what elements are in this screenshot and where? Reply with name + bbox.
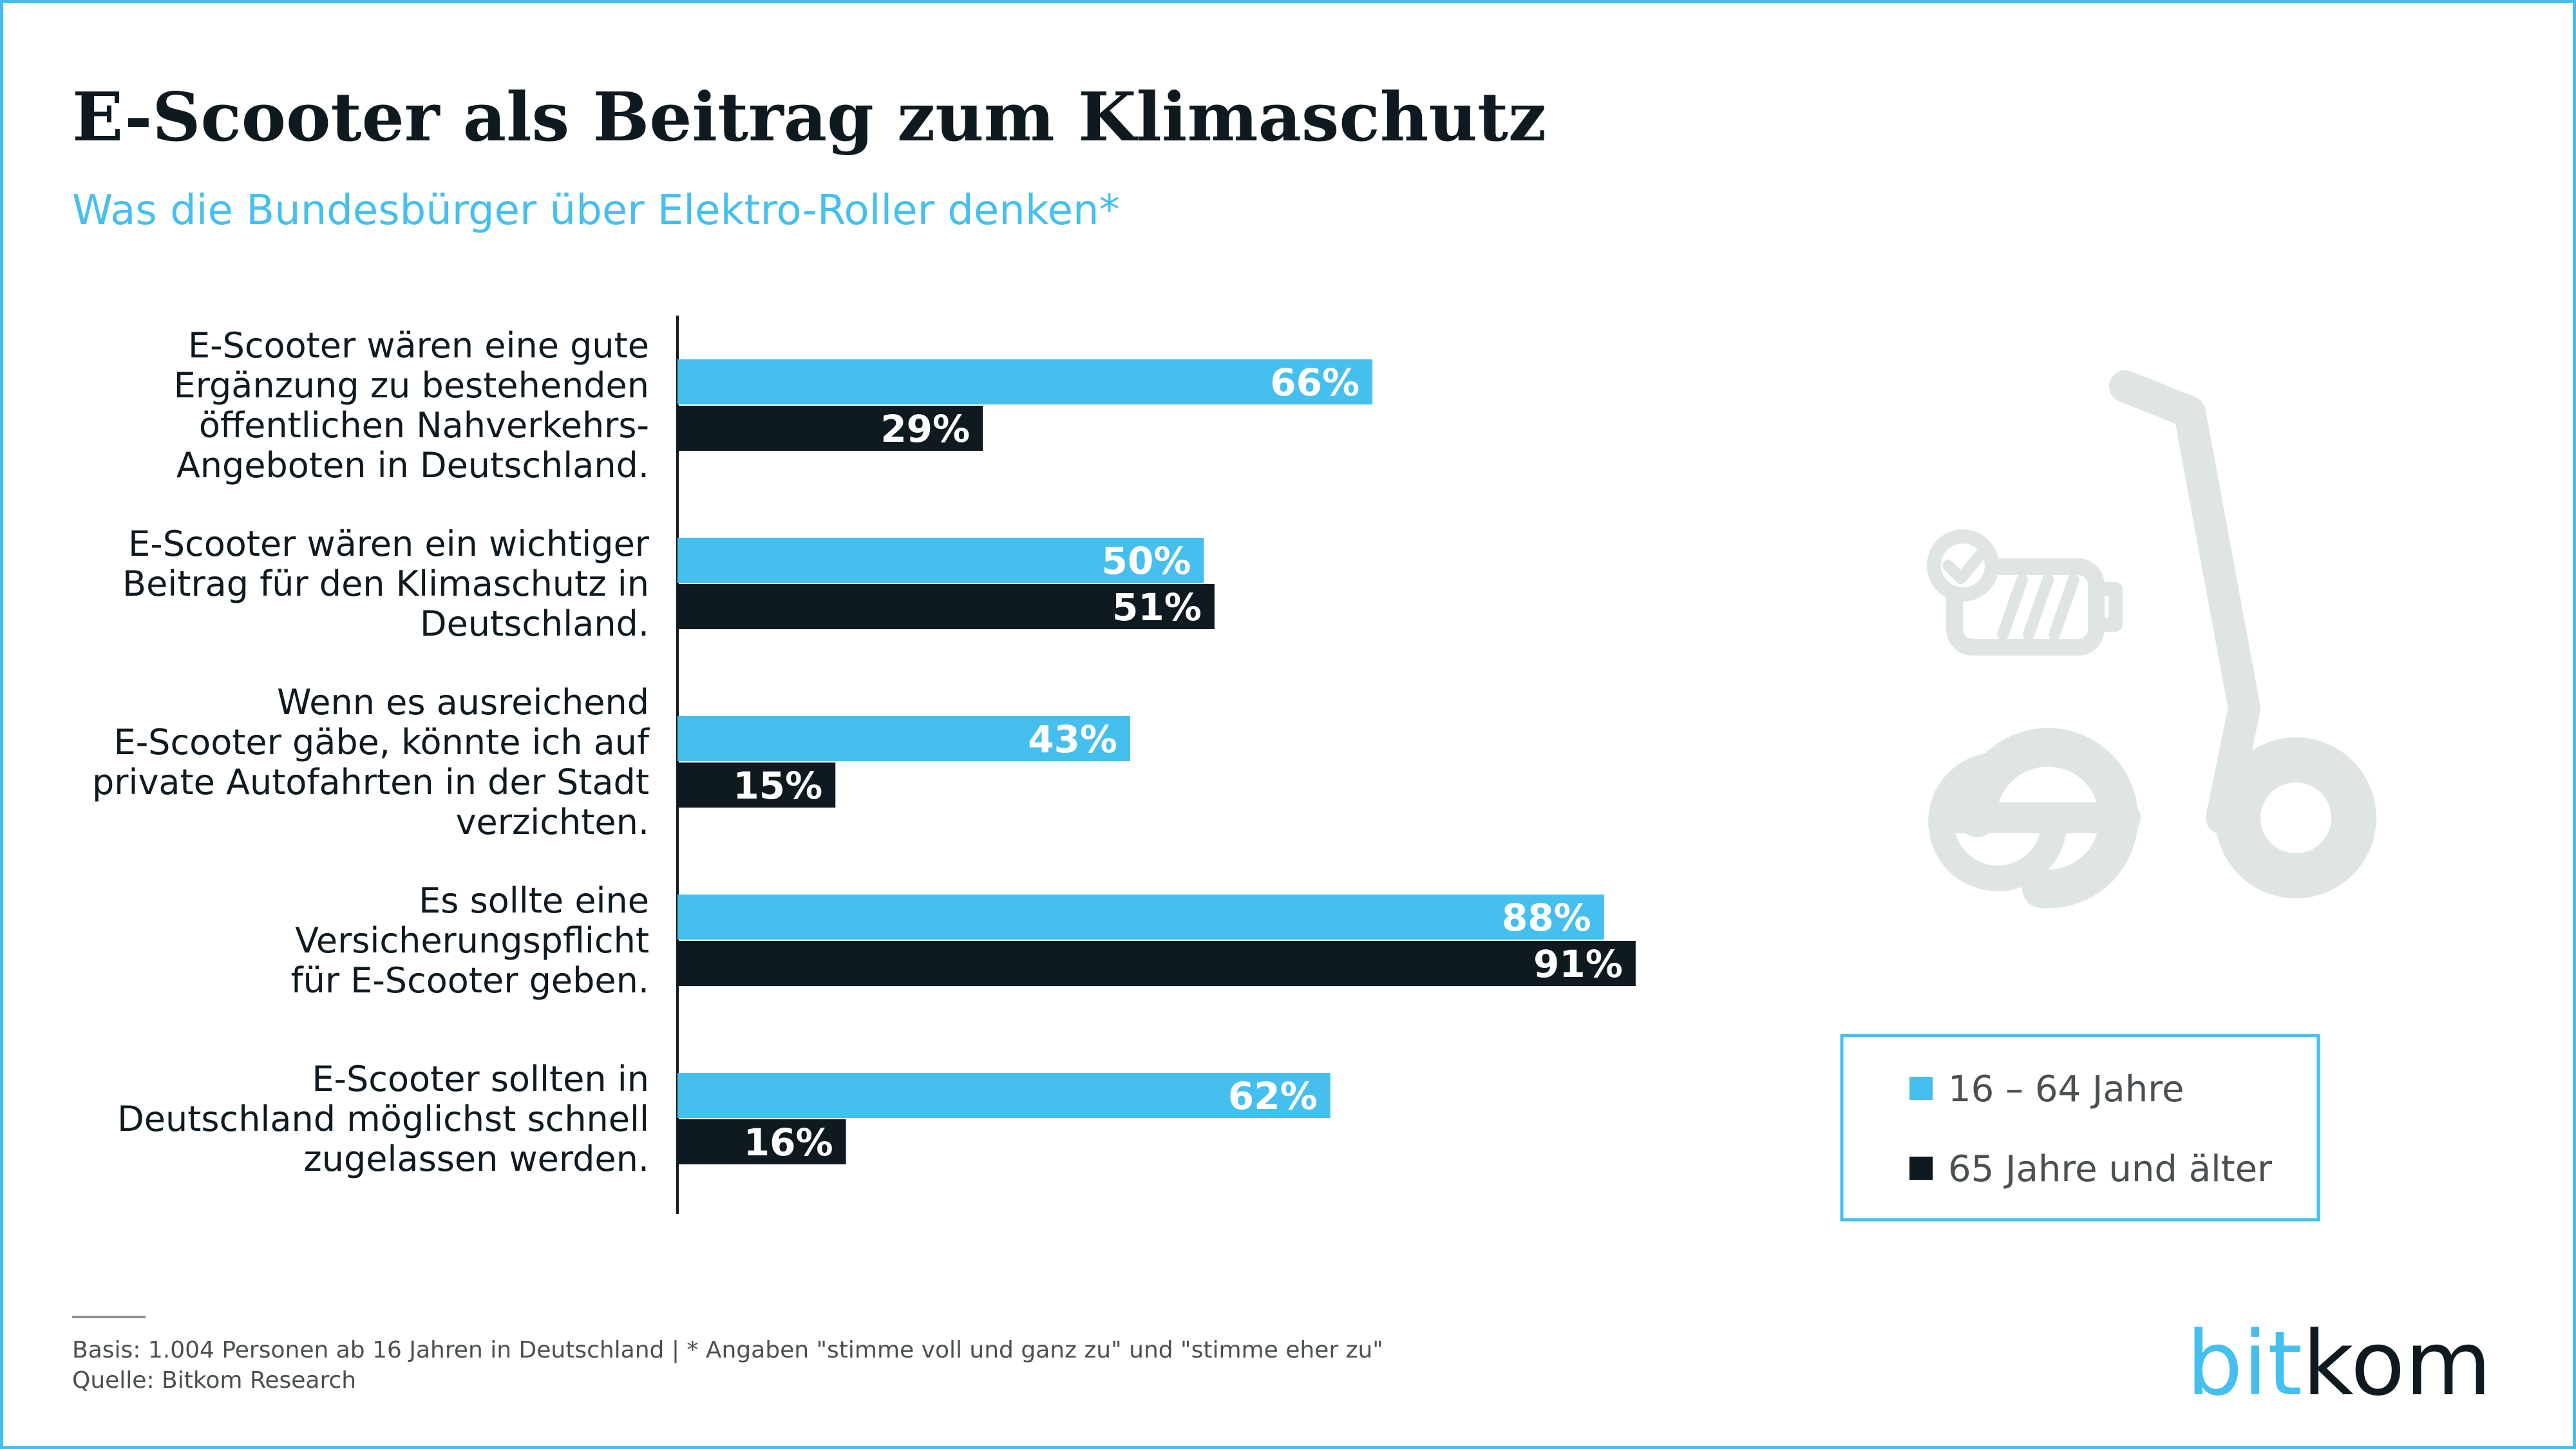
legend-label-65-plus: 65 Jahre und älter bbox=[1948, 1148, 2273, 1190]
bar-16-64 bbox=[677, 716, 1131, 761]
legend-swatch-65-plus bbox=[1909, 1157, 1933, 1180]
footer-source: Quelle: Bitkom Research bbox=[72, 1367, 356, 1394]
category-label-line: E-Scooter wären ein wichtiger bbox=[128, 524, 650, 564]
legend-swatch-16-64 bbox=[1909, 1077, 1933, 1100]
bar-65-plus bbox=[677, 406, 983, 451]
category-label: Wenn es ausreichend E-Scooter gäbe, könnt… bbox=[92, 682, 650, 842]
footer-basis: Basis: 1.004 Personen ab 16 Jahren in De… bbox=[72, 1337, 1383, 1363]
bar-value-label: 91% bbox=[1533, 942, 1623, 986]
bar-value-label: 66% bbox=[1270, 361, 1359, 404]
chart-subtitle: Was die Bundesbürger über Elektro-Roller… bbox=[72, 187, 1120, 234]
bar-65-plus bbox=[677, 584, 1215, 629]
bar-65-plus bbox=[677, 1119, 846, 1164]
category-label-line: Versicherungspflicht bbox=[295, 920, 649, 961]
category-label: E-Scooter sollten in Deutschland möglichs… bbox=[117, 1059, 649, 1179]
bar-chart-area: E-Scooter wären eine gute Ergänzung zu be… bbox=[92, 316, 1636, 1214]
bar-65-plus bbox=[677, 941, 1636, 986]
category-label: E-Scooter wären eine gute Ergänzung zu be… bbox=[174, 325, 649, 486]
category-label-line: Deutschland. bbox=[420, 603, 649, 644]
category-label-line: private Autofahrten in der Stadt bbox=[92, 762, 649, 802]
logo-part-kom: kom bbox=[2302, 1312, 2492, 1416]
bar-value-label: 62% bbox=[1228, 1074, 1318, 1118]
bar-value-label: 51% bbox=[1112, 585, 1202, 629]
bar-value-label: 50% bbox=[1102, 539, 1191, 583]
category-label-line: verzichten. bbox=[456, 802, 649, 842]
category-label-line: E-Scooter wären eine gute bbox=[188, 325, 649, 366]
category-label-line: Es sollte eine bbox=[419, 880, 649, 921]
category-label-line: Ergänzung zu bestehenden bbox=[174, 365, 649, 406]
bitkom-logo: bitkom bbox=[2186, 1312, 2492, 1416]
bar-value-label: 15% bbox=[733, 764, 822, 808]
bar-value-label: 43% bbox=[1028, 717, 1117, 761]
category-label-line: Wenn es ausreichend bbox=[277, 682, 649, 723]
legend: 16 – 64 Jahre 65 Jahre und älter bbox=[1840, 1034, 2320, 1222]
category-label-line: für E-Scooter geben. bbox=[291, 960, 649, 1001]
bar-value-label: 88% bbox=[1502, 896, 1591, 940]
bar-16-64 bbox=[677, 359, 1373, 404]
category-label-line: E-Scooter gäbe, könnte ich auf bbox=[114, 722, 650, 762]
category-label: E-Scooter wären ein wichtiger Beitrag für… bbox=[122, 524, 650, 644]
logo-part-bit: bit bbox=[2186, 1312, 2302, 1416]
bar-16-64 bbox=[677, 1073, 1331, 1118]
bar-65-plus bbox=[677, 762, 836, 808]
category-label-line: Angeboten in Deutschland. bbox=[176, 445, 649, 486]
e-scooter-battery-icon bbox=[1927, 370, 2376, 909]
legend-label-16-64: 16 – 64 Jahre bbox=[1948, 1068, 2184, 1110]
category-label-line: E-Scooter sollten in bbox=[312, 1059, 649, 1099]
category-label: Es sollte eine Versicherungspflicht für E-… bbox=[291, 880, 649, 1001]
bar-16-64 bbox=[677, 895, 1604, 940]
chart-title: E-Scooter als Beitrag zum Klimaschutz bbox=[72, 77, 1546, 156]
legend-box bbox=[1840, 1034, 2320, 1222]
bar-value-label: 16% bbox=[744, 1121, 833, 1164]
bar-value-label: 29% bbox=[880, 407, 970, 451]
category-label-line: öffentlichen Nahverkehrs- bbox=[199, 405, 649, 446]
category-label-line: Beitrag für den Klimaschutz in bbox=[122, 564, 649, 604]
bar-16-64 bbox=[677, 538, 1204, 583]
category-label-line: Deutschland möglichst schnell bbox=[117, 1099, 649, 1139]
category-label-line: zugelassen werden. bbox=[303, 1139, 649, 1179]
